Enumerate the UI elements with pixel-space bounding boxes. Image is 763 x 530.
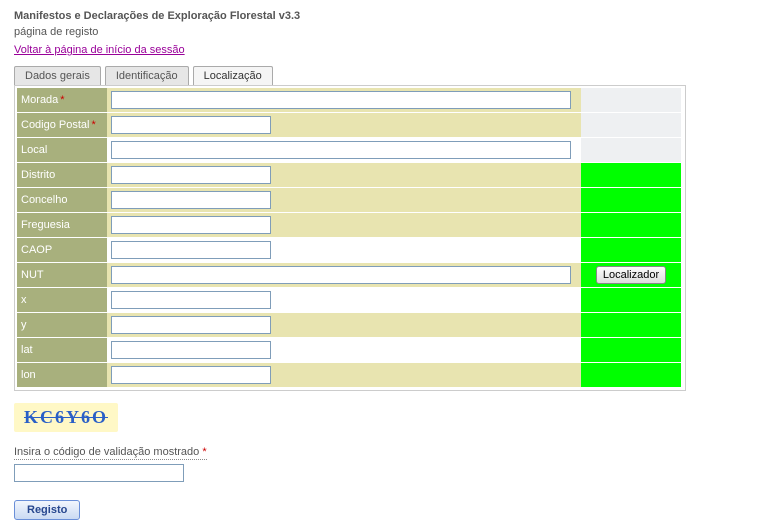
required-mark: * xyxy=(92,119,96,131)
aux-morada xyxy=(581,88,681,113)
label-local: Local xyxy=(17,138,107,163)
input-nut[interactable] xyxy=(111,266,571,284)
input-lat[interactable] xyxy=(111,341,271,359)
cell-y xyxy=(107,313,581,338)
tab-identificacao[interactable]: Identificação xyxy=(105,66,189,85)
cell-local xyxy=(107,138,581,163)
aux-codpostal xyxy=(581,113,681,138)
form-row-concelho: Concelho xyxy=(17,188,683,213)
cell-lat xyxy=(107,338,581,363)
form-row-codpostal: Codigo Postal * xyxy=(17,113,683,138)
input-morada[interactable] xyxy=(111,91,571,109)
cell-codpostal xyxy=(107,113,581,138)
cell-morada xyxy=(107,88,581,113)
captcha-code: KC6Y6O xyxy=(24,407,108,427)
label-codpostal: Codigo Postal * xyxy=(17,113,107,138)
form-localizacao: Morada *Codigo Postal *LocalDistritoConc… xyxy=(14,85,686,391)
aux-concelho xyxy=(581,188,681,213)
form-row-freguesia: Freguesia xyxy=(17,213,683,238)
input-freguesia[interactable] xyxy=(111,216,271,234)
form-row-caop: CAOP xyxy=(17,238,683,263)
input-caop[interactable] xyxy=(111,241,271,259)
captcha-instruction-text: Insira o código de validação mostrado xyxy=(14,446,199,458)
aux-lat xyxy=(581,338,681,363)
label-morada: Morada * xyxy=(17,88,107,113)
localizador-button[interactable]: Localizador xyxy=(596,266,666,284)
required-mark: * xyxy=(60,94,64,106)
label-x: x xyxy=(17,288,107,313)
aux-lon xyxy=(581,363,681,388)
form-row-lon: lon xyxy=(17,363,683,388)
aux-y xyxy=(581,313,681,338)
input-codpostal[interactable] xyxy=(111,116,271,134)
captcha-image: KC6Y6O xyxy=(14,403,118,432)
form-row-local: Local xyxy=(17,138,683,163)
input-x[interactable] xyxy=(111,291,271,309)
cell-concelho xyxy=(107,188,581,213)
label-distrito: Distrito xyxy=(17,163,107,188)
input-y[interactable] xyxy=(111,316,271,334)
input-concelho[interactable] xyxy=(111,191,271,209)
registo-button[interactable]: Registo xyxy=(14,500,80,520)
label-concelho: Concelho xyxy=(17,188,107,213)
form-row-distrito: Distrito xyxy=(17,163,683,188)
back-link[interactable]: Voltar à página de início da sessão xyxy=(14,44,185,56)
cell-distrito xyxy=(107,163,581,188)
form-row-nut: NUT Localizador xyxy=(17,263,683,288)
page-title: Manifestos e Declarações de Exploração F… xyxy=(14,10,749,22)
aux-local xyxy=(581,138,681,163)
form-row-lat: lat xyxy=(17,338,683,363)
aux-caop xyxy=(581,238,681,263)
captcha-instruction: Insira o código de validação mostrado * xyxy=(14,446,207,460)
required-mark: * xyxy=(202,446,206,458)
label-lon: lon xyxy=(17,363,107,388)
input-lon[interactable] xyxy=(111,366,271,384)
cell-caop xyxy=(107,238,581,263)
aux-freguesia xyxy=(581,213,681,238)
form-row-morada: Morada * xyxy=(17,88,683,113)
captcha-input[interactable] xyxy=(14,464,184,482)
label-y: y xyxy=(17,313,107,338)
aux-x xyxy=(581,288,681,313)
cell-x xyxy=(107,288,581,313)
label-nut: NUT xyxy=(17,263,107,288)
input-local[interactable] xyxy=(111,141,571,159)
label-freguesia: Freguesia xyxy=(17,213,107,238)
label-caop: CAOP xyxy=(17,238,107,263)
aux-distrito xyxy=(581,163,681,188)
label-lat: lat xyxy=(17,338,107,363)
tab-localizacao[interactable]: Localização xyxy=(193,66,273,85)
input-distrito[interactable] xyxy=(111,166,271,184)
tab-dados-gerais[interactable]: Dados gerais xyxy=(14,66,101,85)
cell-lon xyxy=(107,363,581,388)
form-row-y: y xyxy=(17,313,683,338)
tabs: Dados gerais Identificação Localização xyxy=(14,66,749,85)
form-row-x: x xyxy=(17,288,683,313)
page-subtitle: página de registo xyxy=(14,26,749,38)
cell-nut xyxy=(107,263,581,288)
cell-freguesia xyxy=(107,213,581,238)
aux-nut: Localizador xyxy=(581,263,681,288)
